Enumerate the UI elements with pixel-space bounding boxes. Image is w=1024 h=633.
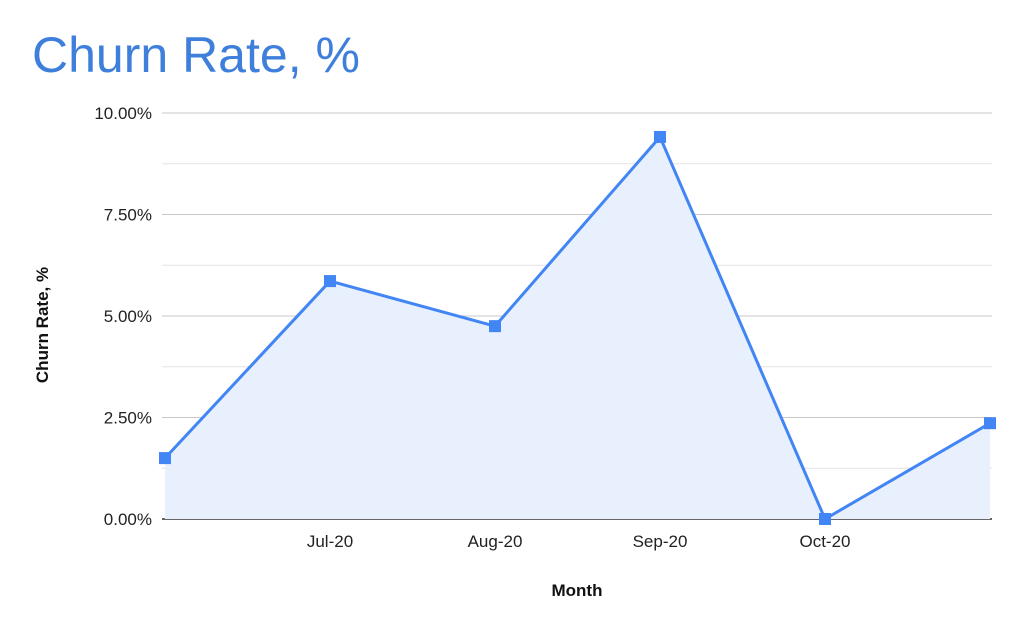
x-tick-label: Sep-20: [633, 532, 688, 551]
y-tick-label: 2.50%: [104, 409, 152, 428]
x-tick-label: Aug-20: [468, 532, 523, 551]
y-axis-label: Churn Rate, %: [33, 267, 52, 383]
x-tick-labels: Jul-20 Aug-20 Sep-20 Oct-20: [307, 532, 851, 551]
x-tick-label: Oct-20: [799, 532, 850, 551]
y-tick-label: 5.00%: [104, 307, 152, 326]
y-tick-label: 0.00%: [104, 510, 152, 529]
data-point: [489, 320, 501, 333]
series-line: [163, 134, 991, 522]
y-tick-label: 7.50%: [104, 206, 152, 225]
chart-title: Churn Rate, %: [32, 27, 360, 83]
data-point: [159, 452, 171, 465]
x-axis-label: Month: [552, 581, 603, 600]
data-point: [819, 513, 831, 525]
data-point: [984, 417, 996, 430]
x-tick-label: Jul-20: [307, 532, 353, 551]
data-point: [324, 275, 336, 288]
data-point: [654, 130, 666, 143]
data-points: [159, 130, 996, 525]
y-tick-label: 10.00%: [94, 104, 152, 123]
area-fill: [165, 136, 990, 520]
y-tick-labels: 0.00% 2.50% 5.00% 7.50% 10.00%: [94, 104, 152, 529]
